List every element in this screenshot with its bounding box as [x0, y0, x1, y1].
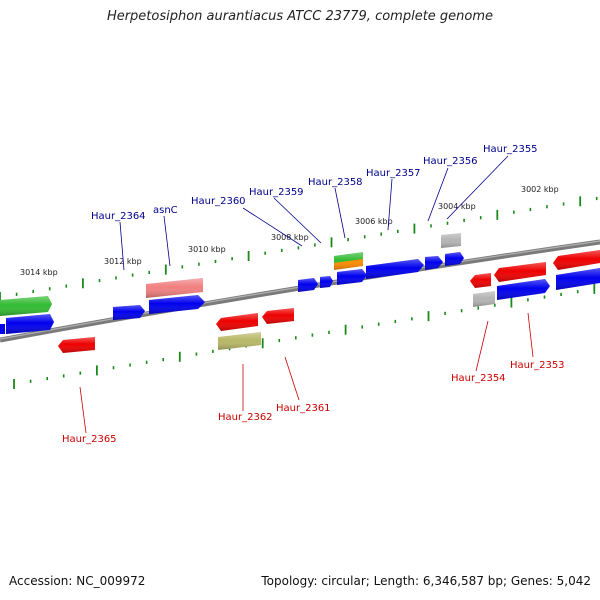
- gene-haur-2359[interactable]: [320, 276, 333, 288]
- gene-haur-2366-green[interactable]: [0, 296, 52, 316]
- gene-haur-2357[interactable]: [337, 269, 367, 285]
- gene-blue-6[interactable]: [497, 279, 550, 300]
- label-haur-2357[interactable]: Haur_2357: [366, 168, 421, 179]
- forward-genes: [0, 233, 600, 334]
- label-haur-2358[interactable]: Haur_2358: [308, 177, 363, 188]
- scale-label-3008: 3008 kbp: [271, 233, 309, 242]
- gene-haur-2358[interactable]: [334, 252, 363, 270]
- gene-blue-4[interactable]: [366, 259, 424, 279]
- gene-haur-2364[interactable]: [113, 305, 145, 320]
- gene-haur-2355[interactable]: [441, 233, 461, 248]
- gene-haur-2353[interactable]: [553, 250, 600, 270]
- gene-haur-2360[interactable]: [298, 278, 318, 292]
- forward-gene-labels: Haur_2364 asnC Haur_2360 Haur_2359 Haur_…: [91, 144, 538, 222]
- gene-blue-1[interactable]: [6, 314, 54, 334]
- map-title: Herpetosiphon aurantiacus ATCC 23779, co…: [106, 9, 494, 24]
- label-asnc[interactable]: asnC: [153, 205, 178, 216]
- label-haur-2355[interactable]: Haur_2355: [483, 144, 538, 155]
- gene-blue-2[interactable]: [0, 324, 5, 334]
- gene-blue-7[interactable]: [556, 268, 600, 290]
- label-haur-2364[interactable]: Haur_2364: [91, 211, 146, 222]
- reverse-genes: [58, 250, 600, 353]
- scale-label-3002: 3002 kbp: [521, 185, 559, 194]
- gene-blue-5[interactable]: [445, 252, 464, 266]
- scale-label-3006: 3006 kbp: [355, 217, 393, 226]
- label-haur-2359[interactable]: Haur_2359: [249, 187, 304, 198]
- gene-asnc[interactable]: [146, 278, 203, 298]
- gene-blue-3[interactable]: [149, 295, 205, 314]
- gene-haur-2354[interactable]: [473, 291, 495, 307]
- gene-red-5[interactable]: [470, 273, 491, 288]
- label-haur-2356[interactable]: Haur_2356: [423, 156, 478, 167]
- label-haur-2354[interactable]: Haur_2354: [451, 373, 506, 384]
- gene-haur-2356[interactable]: [425, 256, 443, 270]
- forward-scale-track: [0, 196, 598, 302]
- gene-haur-2361[interactable]: [262, 308, 294, 324]
- accession-label: Accession: NC_009972: [9, 574, 146, 588]
- reverse-scale-track: [13, 283, 596, 389]
- gene-haur-2365[interactable]: [58, 337, 95, 353]
- label-haur-2362[interactable]: Haur_2362: [218, 412, 273, 423]
- gene-haur-2362-red[interactable]: [216, 313, 258, 331]
- gene-red-6[interactable]: [494, 262, 546, 282]
- label-haur-2365[interactable]: Haur_2365: [62, 434, 117, 445]
- reverse-leader-lines: [79, 312, 534, 434]
- label-haur-2361[interactable]: Haur_2361: [276, 403, 331, 414]
- scale-label-3004: 3004 kbp: [438, 202, 476, 211]
- forward-leader-lines: [119, 155, 509, 271]
- scale-label-3012: 3012 kbp: [104, 257, 142, 266]
- scale-label-3014: 3014 kbp: [20, 268, 58, 277]
- scale-label-3010: 3010 kbp: [188, 245, 226, 254]
- reverse-gene-labels: Haur_2365 Haur_2362 Haur_2361 Haur_2354 …: [62, 360, 565, 445]
- label-haur-2353[interactable]: Haur_2353: [510, 360, 565, 371]
- gene-haur-2362[interactable]: [218, 332, 261, 350]
- genome-summary: Topology: circular; Length: 6,346,587 bp…: [261, 574, 591, 588]
- label-haur-2360[interactable]: Haur_2360: [191, 196, 246, 207]
- scale-labels: 3014 kbp 3012 kbp 3010 kbp 3008 kbp 3006…: [20, 185, 559, 277]
